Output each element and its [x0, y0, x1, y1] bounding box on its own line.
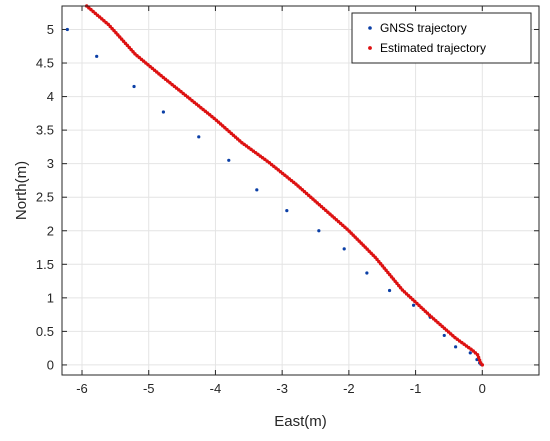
- estimated-point: [476, 355, 481, 360]
- legend-marker-estimated: [368, 46, 372, 50]
- legend-marker-gnss: [368, 26, 372, 30]
- gnss-point: [365, 271, 369, 275]
- legend: GNSS trajectory Estimated trajectory: [351, 12, 532, 64]
- estimated-point: [475, 353, 480, 357]
- x-tick-labels: -6 -5 -4 -3 -2 -1 0: [76, 381, 486, 396]
- gnss-point: [454, 345, 458, 349]
- y-tick-label: 4.5: [36, 56, 54, 71]
- y-tick-labels: 0 0.5 1 1.5 2 2.5 3 3.5 4 4.5 5: [36, 22, 54, 372]
- gnss-point: [285, 209, 289, 213]
- gnss-point: [161, 110, 166, 114]
- estimated-point: [477, 358, 482, 362]
- legend-label-estimated: Estimated trajectory: [380, 41, 486, 55]
- estimated-point: [480, 363, 485, 367]
- plot-background: [62, 6, 539, 375]
- x-tick-label: 0: [479, 381, 486, 396]
- y-tick-label: 5: [47, 22, 54, 37]
- legend-box: [351, 12, 532, 64]
- x-axis-title: East(m): [274, 413, 327, 430]
- y-tick-label: 2.5: [36, 190, 54, 205]
- y-tick-label: 1.5: [36, 257, 54, 272]
- gnss-point: [197, 135, 201, 139]
- y-tick-label: 1: [47, 290, 54, 305]
- gnss-point: [95, 54, 99, 58]
- gnss-point: [387, 288, 392, 293]
- x-tick-label: -1: [410, 381, 422, 396]
- plot-frame: [61, 5, 540, 376]
- y-axis-title: North(m): [13, 161, 30, 220]
- y-tick-label: 4: [47, 89, 54, 104]
- x-tick-label: -4: [210, 381, 222, 396]
- axis-ticks: [62, 6, 539, 375]
- x-tick-label: -5: [143, 381, 155, 396]
- estimated-trajectory-series: [84, 4, 485, 367]
- x-tick-label: -2: [343, 381, 355, 396]
- data-series: [65, 4, 485, 367]
- y-tick-label: 3.5: [36, 123, 54, 138]
- gnss-point: [132, 84, 136, 89]
- legend-label-gnss: GNSS trajectory: [380, 21, 467, 35]
- gnss-point: [442, 333, 446, 338]
- x-tick-label: -3: [276, 381, 288, 396]
- y-tick-label: 0.5: [36, 324, 54, 339]
- gnss-point: [342, 247, 346, 251]
- gnss-point: [227, 158, 231, 162]
- gnss-point: [65, 27, 69, 32]
- gnss-point: [468, 351, 472, 355]
- gnss-point: [255, 188, 259, 192]
- y-tick-label: 2: [47, 223, 54, 238]
- gnss-point: [317, 229, 321, 233]
- y-tick-label: 3: [47, 156, 54, 171]
- gnss-point: [411, 303, 416, 307]
- y-tick-label: 0: [47, 357, 54, 372]
- x-tick-label: -6: [76, 381, 88, 396]
